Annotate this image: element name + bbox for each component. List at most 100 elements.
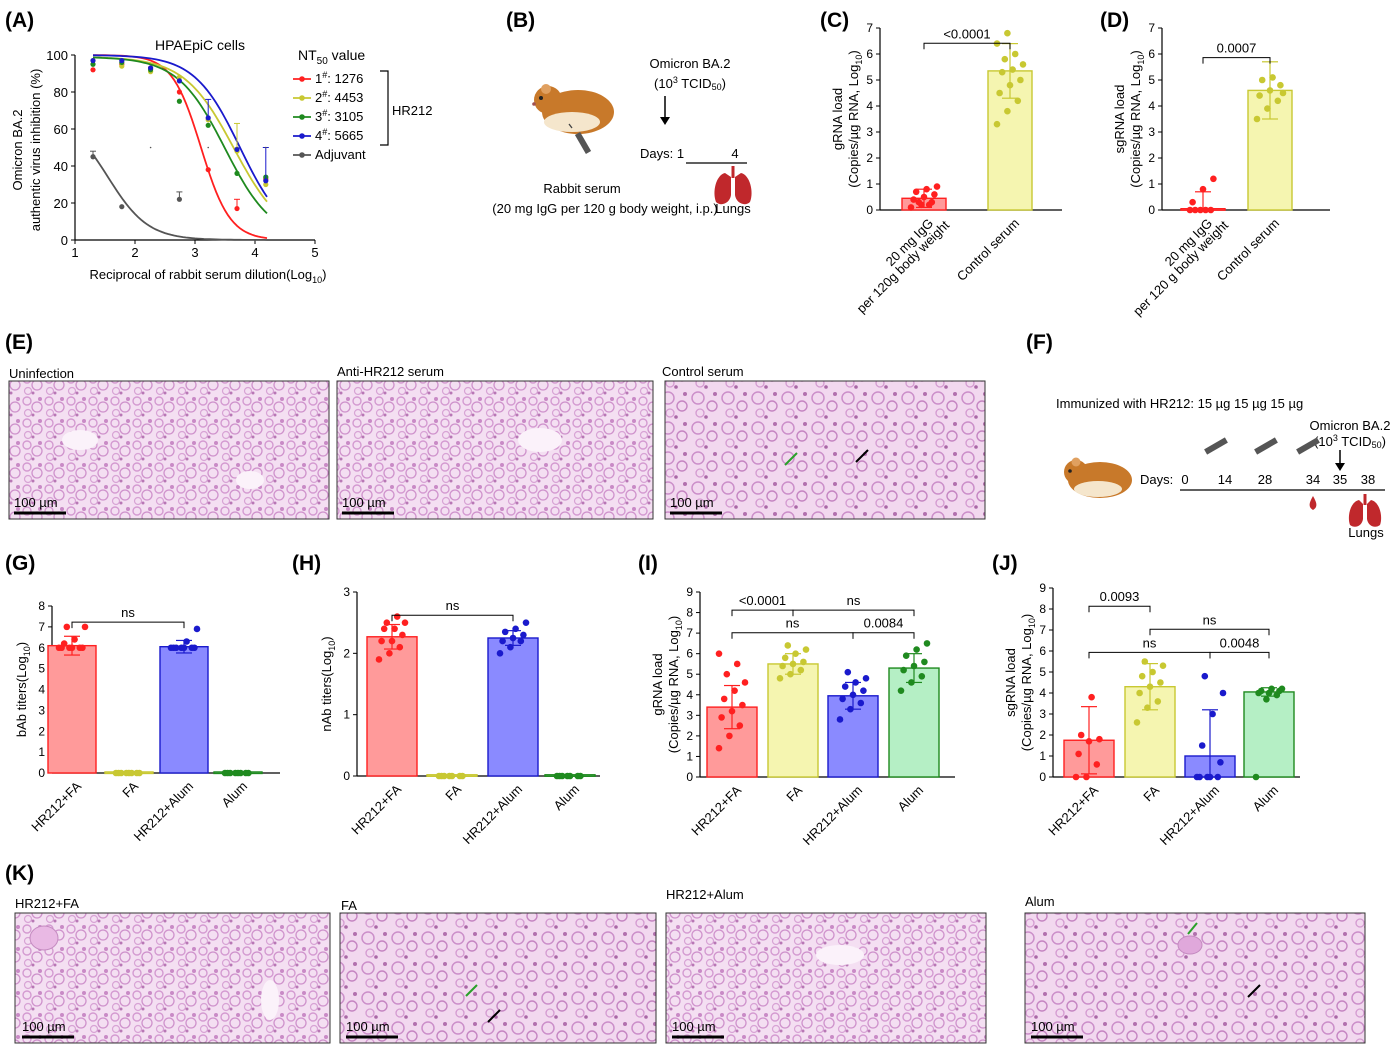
x-tick-label: Alum [1250, 783, 1282, 815]
data-point [852, 679, 859, 686]
data-point [1093, 761, 1101, 768]
data-point [933, 183, 941, 190]
y-tick-label: 5 [38, 662, 45, 676]
data-point [849, 691, 857, 699]
data-point [1088, 693, 1095, 701]
scale-bar-label: 100 µm [672, 1019, 716, 1034]
chart-a-ylabel-1: Omicron BA.2 [10, 110, 25, 191]
data-point [720, 695, 728, 703]
panel-k-histology: HR212+FA 100 µm FA 100 µm HR212+Alum 100… [14, 887, 1366, 1044]
data-point [499, 637, 506, 645]
data-point [741, 679, 749, 686]
panel-letter-j: (J) [992, 552, 1018, 575]
histology-label-uninfection: Uninfection [9, 366, 74, 381]
panel-letter-g: (G) [5, 552, 35, 575]
y-tick-label: 1 [343, 708, 350, 722]
data-point [119, 63, 125, 69]
histology-label-control-serum: Control serum [662, 364, 744, 379]
data-point [1258, 76, 1266, 84]
data-point [507, 643, 514, 651]
blood-drop-icon [1309, 496, 1317, 510]
syringe-icon [1254, 437, 1278, 455]
data-point [1004, 29, 1011, 37]
data-point [857, 699, 865, 707]
bar [1243, 691, 1295, 778]
data-point [1217, 759, 1224, 766]
data-point [205, 115, 211, 121]
data-point [1014, 97, 1022, 105]
y-tick-label: 7 [686, 626, 693, 640]
black-arrow-icon [487, 1009, 501, 1023]
histology-label-hr212-alum: HR212+Alum [666, 887, 744, 902]
data-point [176, 74, 182, 80]
panel-f-day: 34 [1306, 472, 1320, 487]
scale-bar-label: 100 µm [1031, 1019, 1075, 1034]
data-point [79, 644, 86, 652]
y-tick-label: 2 [866, 151, 873, 165]
data-point [1196, 773, 1203, 781]
data-point [781, 654, 789, 662]
data-point [265, 146, 267, 149]
y-axis-label: (Copies/µg RNA, Log10) [1019, 614, 1037, 751]
y-tick-label: 6 [1039, 644, 1046, 658]
data-point [1189, 198, 1196, 206]
data-point [784, 642, 792, 649]
data-point [1201, 672, 1209, 680]
data-point [388, 637, 396, 645]
chart-g: 0 1 2 3 4 5 6 7 8 bAb titers(Log10) HR212+FA FAHR21… [14, 599, 280, 844]
x-tick-label: FA [783, 782, 805, 804]
bar [767, 663, 819, 778]
legend-marker [299, 76, 305, 82]
y-tick-label: 3 [866, 125, 873, 139]
data-point [558, 772, 566, 780]
data-point [1186, 206, 1194, 214]
data-point [205, 122, 211, 128]
data-point [908, 679, 915, 686]
y-tick-label: 8 [1039, 602, 1046, 616]
data-point [1210, 175, 1217, 183]
data-point [733, 660, 741, 668]
x-tick-label: FA [442, 781, 464, 803]
data-point [836, 716, 844, 723]
data-point [148, 65, 154, 71]
data-point [119, 204, 125, 210]
data-point [1266, 87, 1274, 94]
y-tick-label: 7 [1148, 21, 1155, 35]
data-point [802, 646, 810, 653]
data-point [383, 619, 391, 626]
y-tick-label: 4 [686, 688, 693, 702]
data-point [128, 769, 135, 777]
significance-bracket [852, 632, 915, 639]
data-point [841, 683, 849, 690]
data-point [501, 628, 509, 636]
y-axis-label: gRNA load [830, 88, 845, 150]
panel-b-arrowhead [660, 117, 670, 125]
data-point [715, 650, 723, 657]
panel-b-days-label: Days: 1 [640, 146, 684, 161]
data-point [205, 167, 211, 173]
y-tick-label: 3 [1039, 707, 1046, 721]
histology-image-alum: 100 µm [1024, 912, 1366, 1044]
chart-d: 0 1 2 3 4 5 6 7 sgRNA load (Copies/µg RNA, Log10)… [1112, 21, 1330, 319]
data-point [921, 658, 928, 666]
significance-bracket [731, 609, 794, 617]
data-point [918, 672, 926, 680]
data-point [81, 623, 89, 631]
x-tick-label: per 120 g body weight [1130, 217, 1231, 318]
data-point [1157, 679, 1164, 686]
chart-a-y-tick-label: 0 [61, 233, 68, 248]
significance-bracket [1202, 57, 1271, 64]
histology-image-hr212-fa: 100 µm [14, 912, 331, 1044]
data-point [920, 193, 928, 201]
data-point [1198, 742, 1206, 749]
data-point [566, 772, 574, 780]
data-point [1274, 97, 1282, 105]
data-point [401, 619, 409, 626]
scale-bar-label: 100 µm [14, 495, 58, 510]
data-point [399, 631, 406, 639]
data-point [1279, 89, 1287, 97]
y-tick-label: 4 [38, 683, 45, 697]
significance-label: 0.0007 [1217, 41, 1257, 56]
y-tick-label: 1 [1039, 749, 1046, 763]
